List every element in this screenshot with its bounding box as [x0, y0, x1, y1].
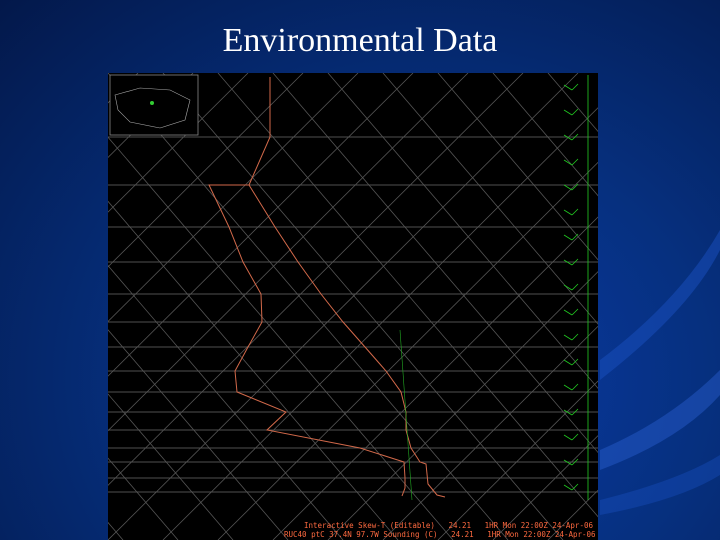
- diagram-line: [563, 134, 573, 141]
- diagram-line: [571, 333, 579, 341]
- diagram-line: [571, 108, 579, 116]
- diagram-line: [108, 73, 509, 540]
- diagram-line: [0, 73, 28, 540]
- diagram-line: [108, 136, 454, 540]
- diagram-line: [658, 73, 720, 540]
- diagram-line: [571, 458, 579, 466]
- diagram-line: [563, 184, 573, 191]
- diagram-line: [327, 73, 598, 389]
- diagram-line: [571, 233, 579, 241]
- diagram-line: [108, 73, 359, 322]
- diagram-line: [563, 409, 573, 416]
- diagram-line: [571, 283, 579, 291]
- diagram-line: [563, 209, 573, 216]
- diagram-line: [563, 259, 573, 266]
- diagram-line: [108, 73, 524, 486]
- diagram-line: [563, 359, 573, 366]
- diagram-line: [563, 434, 573, 441]
- diagram-line: [563, 459, 573, 466]
- diagram-line: [713, 73, 720, 540]
- diagram-line: [108, 73, 194, 159]
- diagram-line: [603, 73, 720, 540]
- diagram-line: [563, 334, 573, 341]
- diagram-line: [571, 183, 579, 191]
- diagram-line: [492, 435, 598, 540]
- diagram-line: [571, 358, 579, 366]
- diagram-line: [108, 200, 399, 540]
- diagram-line: [217, 73, 598, 518]
- diagram-line: [272, 73, 598, 454]
- diagram-line: [0, 73, 68, 540]
- diagram-line: [162, 107, 598, 540]
- diagram-line: [492, 73, 598, 197]
- diagram-line: [162, 73, 564, 540]
- diagram-line: [571, 133, 579, 141]
- diagram-line: [571, 483, 579, 491]
- diagram-line: [563, 309, 573, 316]
- diagram-line: [563, 84, 573, 91]
- image-footer: Interactive Skew-T (Editable) 24.21 1HR …: [304, 521, 593, 530]
- diagram-line: [571, 258, 579, 266]
- diagram-line: [108, 73, 469, 432]
- diagram-line: [0, 73, 13, 540]
- diagram-line: [571, 433, 579, 441]
- diagram-line: [382, 325, 598, 540]
- diagram-line: [217, 161, 598, 540]
- diagram-line: [437, 380, 598, 540]
- diagram-line: [272, 216, 598, 540]
- image-footer: RUC40 ptC 37.4N 97.7W Sounding (C) 24.21…: [284, 530, 596, 539]
- diagram-line: [603, 73, 720, 540]
- diagram-line: [563, 384, 573, 391]
- diagram-line: [563, 484, 573, 491]
- diagram-line: [108, 73, 579, 540]
- diagram-line: [563, 284, 573, 291]
- diagram-line: [571, 408, 579, 416]
- diagram-line: [658, 73, 720, 540]
- diagram-line: [571, 158, 579, 166]
- diagram-line: [108, 73, 304, 268]
- diagram-line: [571, 308, 579, 316]
- slide-title: Environmental Data: [222, 22, 498, 59]
- diagram-line: [0, 73, 83, 540]
- diagram-line: [108, 521, 124, 540]
- diagram-line: [563, 159, 573, 166]
- diagram-line: [108, 393, 234, 540]
- diagram-line: [108, 73, 249, 213]
- diagram-line: [571, 383, 579, 391]
- diagram-line: [563, 109, 573, 116]
- diagram-line: [571, 208, 579, 216]
- diagram-line: [108, 457, 179, 540]
- diagram-line: [571, 83, 579, 91]
- diagram-line: [563, 234, 573, 241]
- diagram-line: [108, 329, 289, 540]
- diagram-line: [437, 73, 598, 261]
- diagram-line: [382, 73, 598, 325]
- diagram-line: [713, 73, 720, 540]
- diagram-line: [108, 73, 414, 377]
- diagram-line: [108, 265, 344, 540]
- diagram-line: [327, 271, 598, 540]
